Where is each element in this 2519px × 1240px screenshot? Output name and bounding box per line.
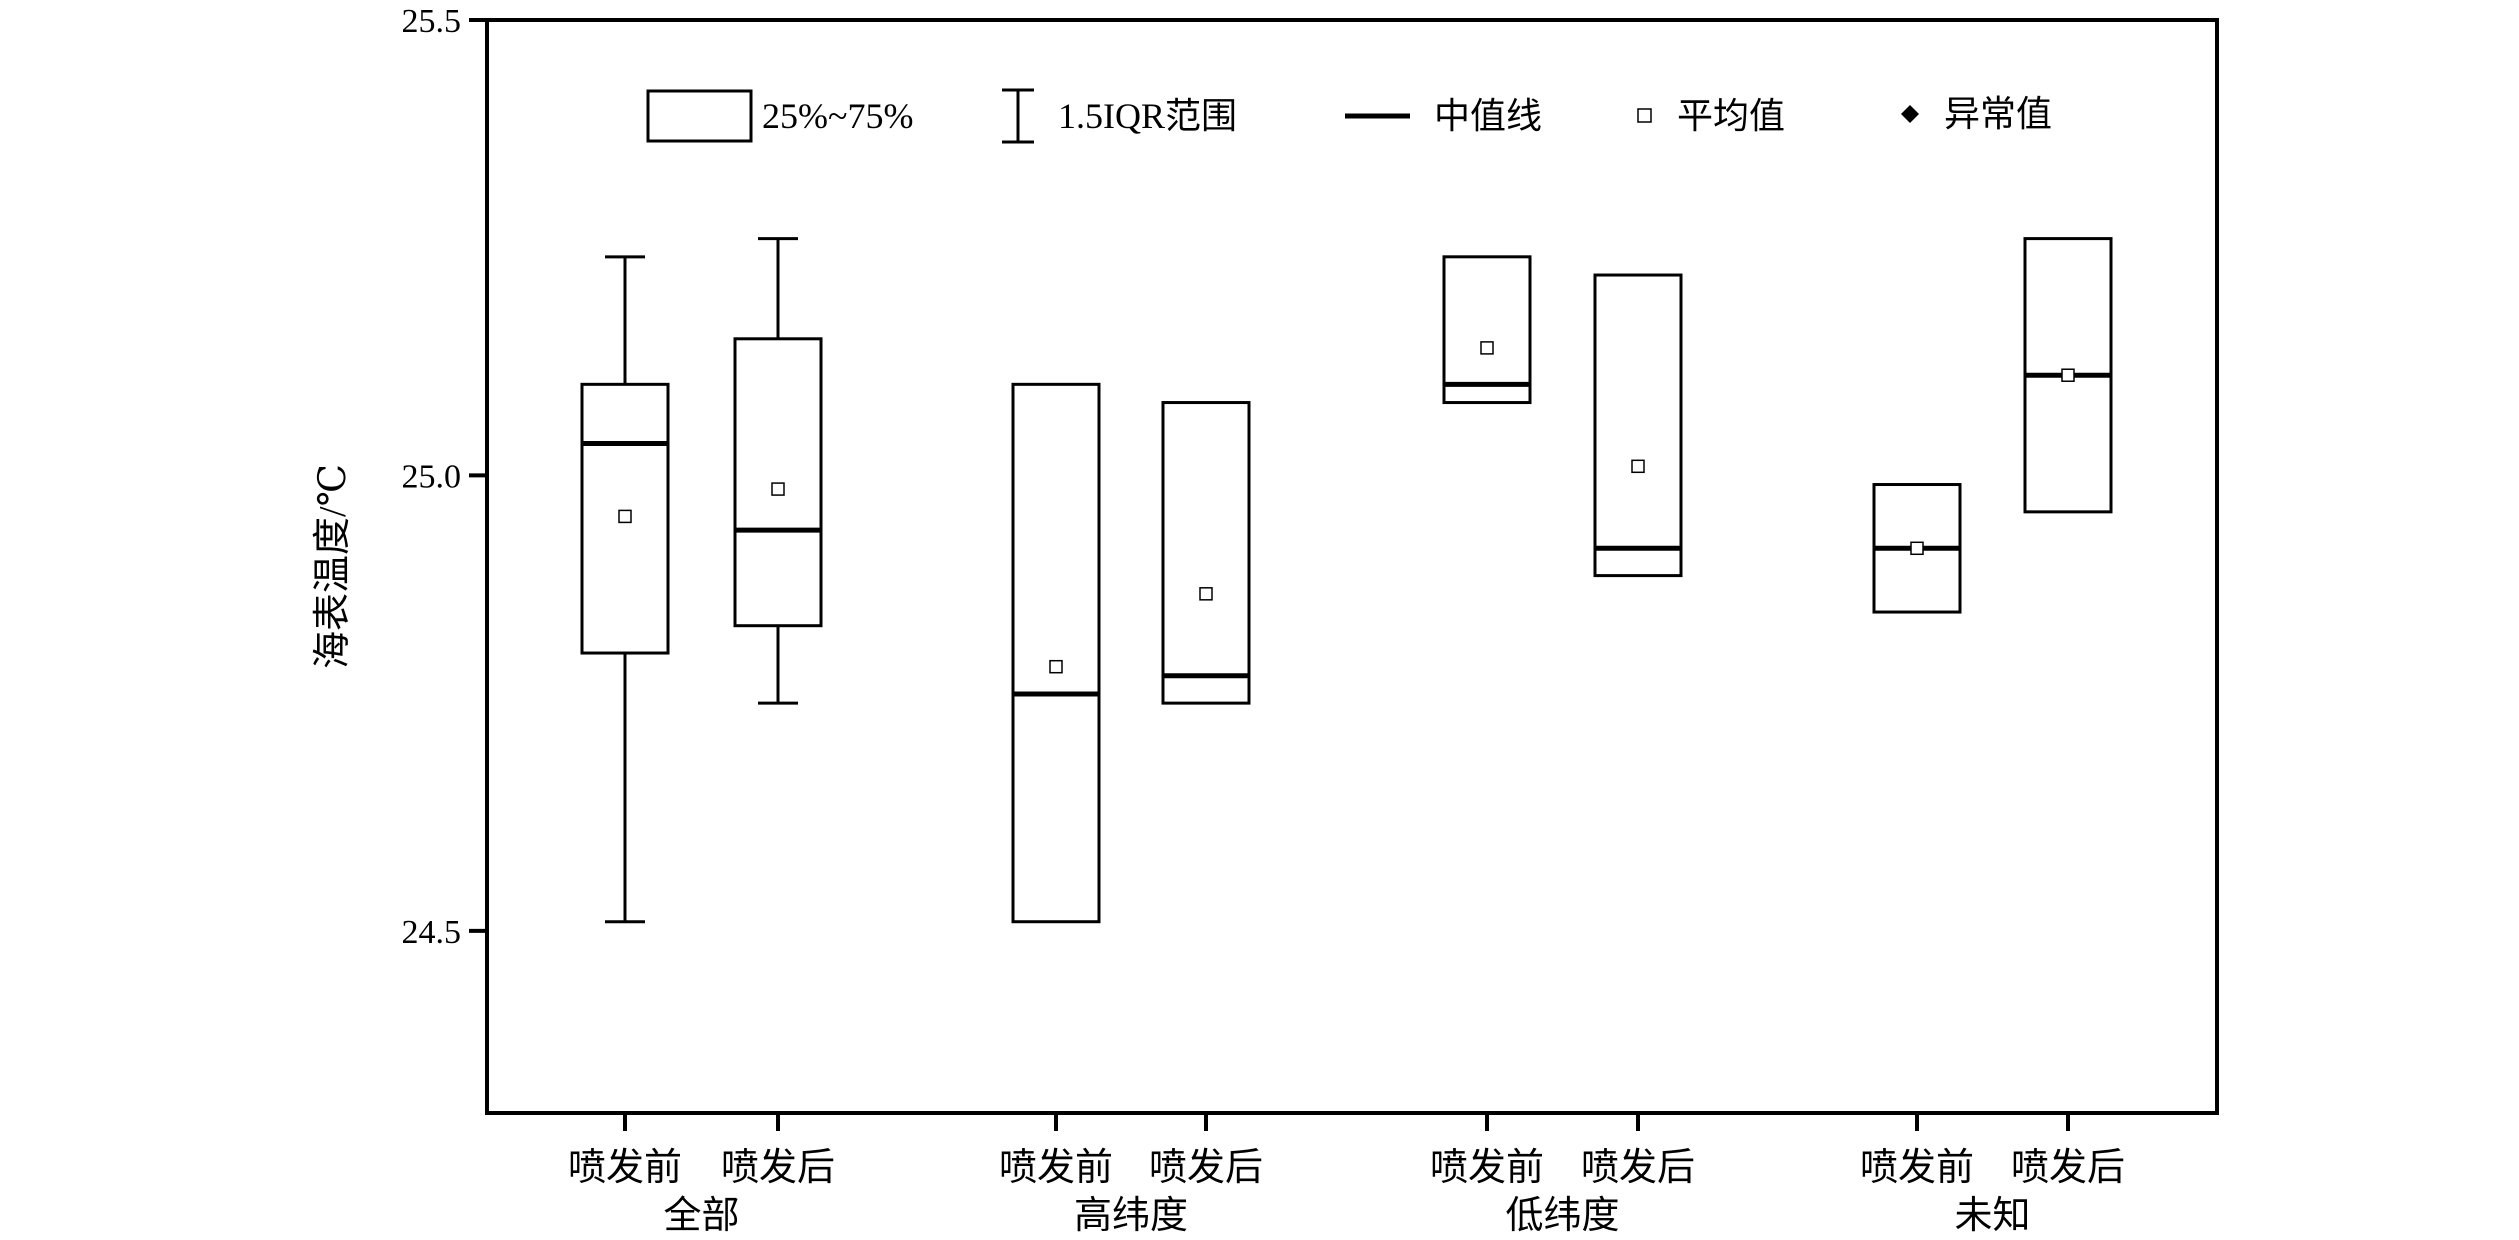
box (733, 337, 823, 628)
y-tick-label: 25.0 (402, 458, 462, 495)
mean-marker (1049, 659, 1063, 674)
group-label: 低纬度 (1505, 1195, 1619, 1237)
x-tick-label: 喷发前 (1430, 1147, 1544, 1189)
box (1161, 401, 1251, 705)
x-tick-label: 喷发后 (1581, 1147, 1695, 1189)
mean-marker (1199, 587, 1213, 601)
legend-label-whisker: 1.5IQR范围 (1058, 96, 1237, 136)
legend-mean-symbol (1637, 108, 1652, 123)
group-label: 未知 (1954, 1195, 2030, 1237)
mean-marker (1631, 459, 1645, 474)
legend-outlier-symbol (1901, 105, 1919, 123)
group-label: 高纬度 (1074, 1195, 1188, 1237)
plot-frame (485, 18, 2219, 1115)
mean-marker (1480, 341, 1494, 355)
y-tick-label: 24.5 (402, 914, 462, 951)
mean-marker (2061, 368, 2075, 382)
legend-box-symbol (646, 89, 753, 143)
y-tick-label: 25.5 (402, 3, 462, 40)
mean-marker (771, 482, 785, 496)
group-label: 全部 (663, 1195, 739, 1237)
mean-marker (618, 509, 632, 524)
x-tick-label: 喷发前 (999, 1147, 1113, 1189)
x-tick-label: 喷发后 (721, 1147, 835, 1189)
x-tick-label: 喷发前 (1860, 1147, 1974, 1189)
legend-label-box: 25%~75% (762, 96, 913, 136)
mean-marker (1910, 541, 1924, 556)
y-axis-title: 海表温度/℃ (312, 464, 354, 669)
box (1442, 255, 1532, 405)
box (1593, 273, 1683, 578)
legend-label-outlier: 异常值 (1944, 94, 2052, 134)
legend-label-mean: 平均值 (1677, 96, 1785, 136)
box (1011, 382, 1101, 924)
legend-label-median: 中值线 (1434, 96, 1542, 136)
x-tick-label: 喷发后 (1149, 1147, 1263, 1189)
x-tick-label: 喷发后 (2011, 1147, 2125, 1189)
x-tick-label: 喷发前 (568, 1147, 682, 1189)
